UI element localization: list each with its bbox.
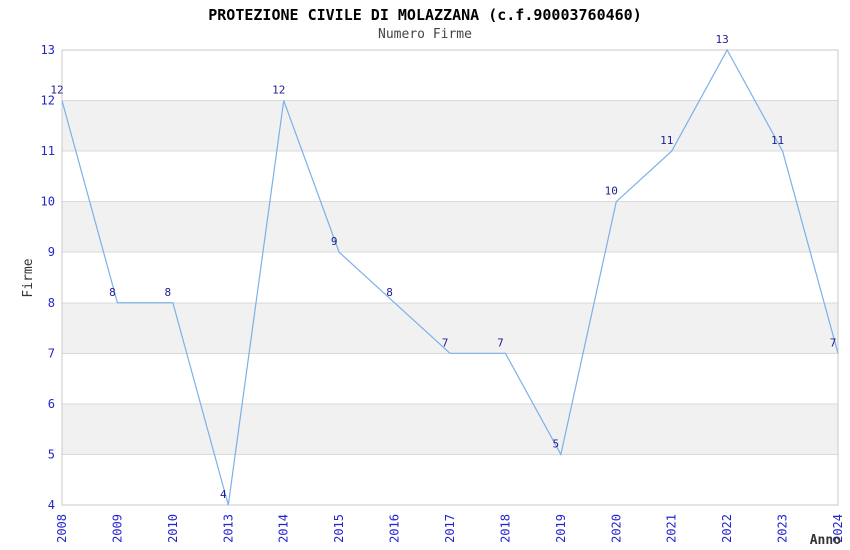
x-tick-label: 2008 [55,514,69,543]
plot-band [62,403,838,455]
y-tick-label: 7 [48,346,55,360]
y-tick-label: 6 [48,397,55,411]
chart-subtitle: Numero Firme [378,27,472,42]
data-series-line [61,48,839,506]
plot-border [61,49,839,506]
x-tick-label: 2018 [498,514,512,543]
chart-title: PROTEZIONE CIVILE DI MOLAZZANA (c.f.9000… [208,6,642,24]
plot-band [62,302,838,354]
data-point-label: 8 [386,286,393,299]
x-tick-label: 2024 [831,514,845,543]
plot-band [62,100,838,152]
x-tick-label: 2014 [277,514,291,543]
data-point-label: 5 [553,437,560,450]
data-point-label: 8 [165,286,172,299]
x-tick-label: 2010 [166,514,180,543]
data-point-label: 13 [716,33,729,46]
data-point-label: 11 [771,134,784,147]
y-tick-label: 4 [48,498,55,512]
x-tick-label: 2021 [665,514,679,543]
x-tick-label: 2009 [110,514,124,543]
y-tick-label: 12 [41,94,55,108]
data-point-label: 10 [605,185,618,198]
y-tick-label: 13 [41,43,55,57]
x-tick-label: 2022 [720,514,734,543]
y-tick-label: 11 [41,144,55,158]
x-tick-label: 2019 [554,514,568,543]
data-point-label: 11 [660,134,673,147]
x-axis-label: Anno [810,533,841,548]
plot-band [62,201,838,253]
y-axis-label: Firme [21,258,36,297]
data-point-label: 7 [497,336,504,349]
x-tick-label: 2023 [776,514,790,543]
x-tick-label: 2020 [609,514,623,543]
data-point-label: 7 [442,336,449,349]
data-point-label: 4 [220,488,227,501]
y-tick-label: 8 [48,296,55,310]
data-point-label: 12 [50,84,63,97]
data-point-label: 12 [272,84,285,97]
data-point-label: 7 [830,336,837,349]
x-tick-label: 2013 [221,514,235,543]
y-tick-label: 9 [48,245,55,259]
data-point-label: 9 [331,235,338,248]
x-tick-label: 2015 [332,514,346,543]
x-tick-label: 2017 [443,514,457,543]
x-tick-label: 2016 [388,514,402,543]
data-point-label: 8 [109,286,116,299]
y-tick-label: 5 [48,447,55,461]
y-tick-label: 10 [41,195,55,209]
